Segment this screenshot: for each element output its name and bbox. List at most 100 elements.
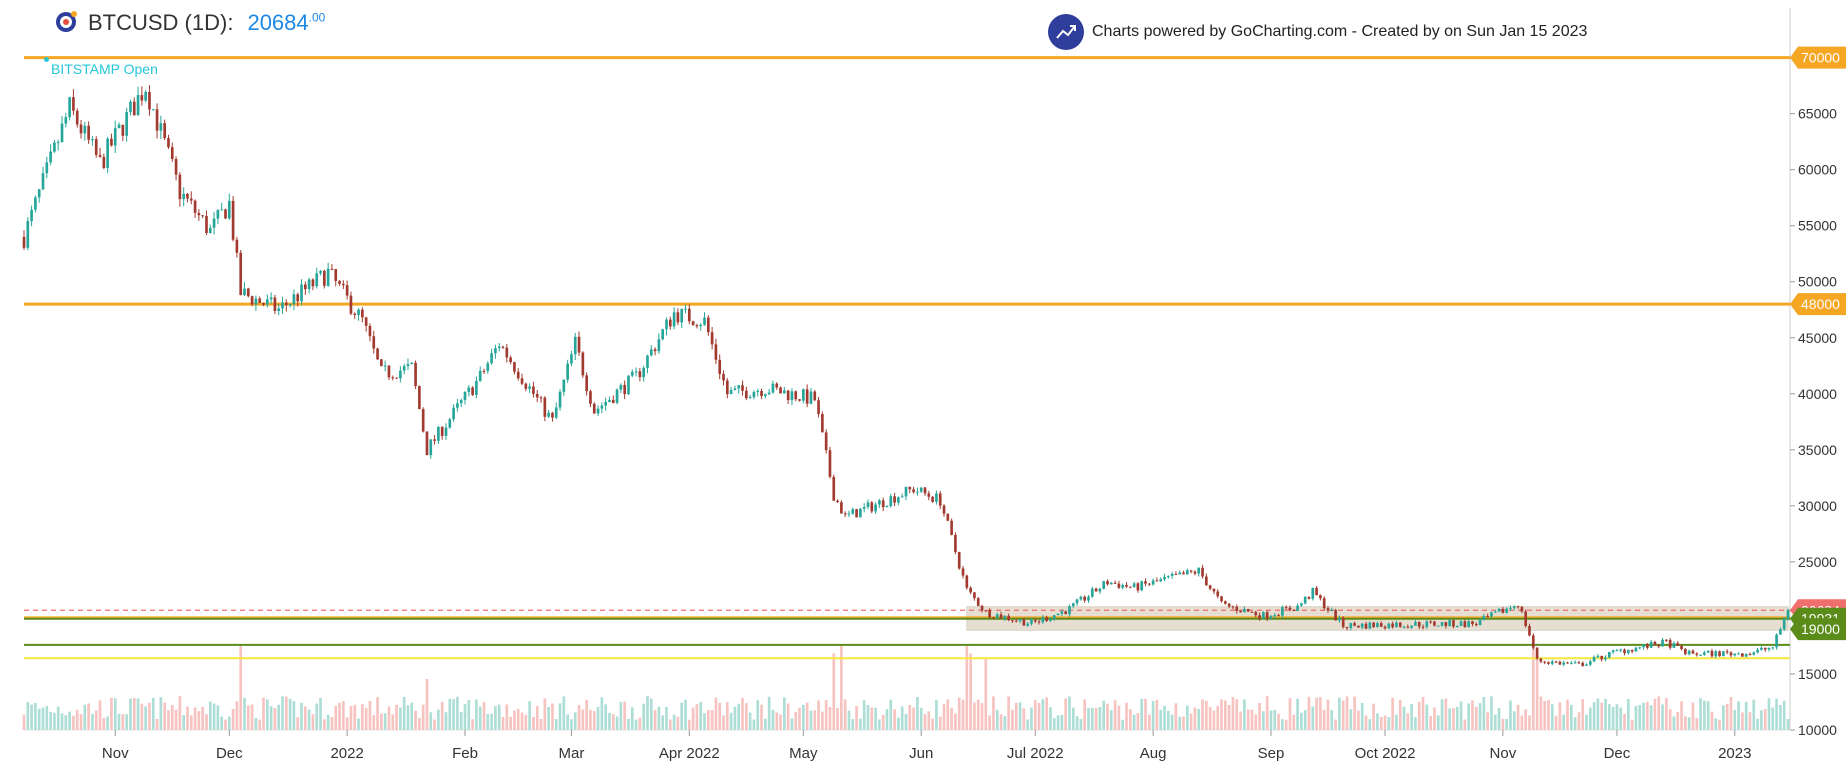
volume-bar	[399, 707, 402, 730]
candle-body	[1018, 619, 1022, 621]
x-tick-label: Feb	[452, 745, 478, 762]
volume-bar	[1695, 717, 1699, 730]
candle-body	[399, 370, 402, 379]
volume-bar	[543, 698, 547, 730]
volume-bar	[1550, 704, 1554, 730]
volume-bar	[1060, 714, 1064, 730]
candle-body	[1258, 615, 1261, 619]
candle-body	[1703, 652, 1706, 655]
volume-bar	[1543, 700, 1547, 730]
candle-body	[478, 370, 482, 381]
candle-body	[437, 426, 440, 441]
volume-bar	[509, 716, 512, 730]
candle-body	[361, 309, 364, 318]
candle-body	[486, 363, 490, 371]
volume-bar	[1406, 713, 1410, 730]
volume-bar	[1748, 712, 1752, 730]
candle-body	[243, 288, 246, 295]
volume-bar	[68, 711, 71, 730]
volume-bar	[258, 719, 262, 730]
volume-bar	[1212, 710, 1216, 730]
volume-bar	[980, 703, 984, 730]
candle-body	[444, 427, 448, 436]
candle-body	[1748, 654, 1752, 656]
volume-bar	[1166, 710, 1170, 730]
volume-bar	[1132, 714, 1136, 730]
trend-up-icon[interactable]	[1048, 14, 1084, 50]
volume-bar	[1596, 698, 1600, 730]
candle-body	[1695, 653, 1699, 655]
candle-body	[881, 500, 885, 508]
volume-bar	[1224, 700, 1227, 730]
volume-bar	[1775, 698, 1778, 730]
indicator-label[interactable]: BITSTAMP Open	[44, 57, 158, 77]
candle-body	[638, 371, 642, 378]
candle-body	[1265, 612, 1269, 619]
volume-bar	[1041, 699, 1045, 730]
volume-bar	[1387, 717, 1391, 730]
candle-body	[1478, 620, 1482, 626]
volume-bar	[163, 702, 166, 730]
candle-body	[1189, 570, 1193, 572]
candle-body	[866, 502, 870, 507]
volume-bar	[140, 703, 144, 730]
candle-body	[110, 138, 113, 146]
candle-body	[490, 353, 493, 364]
volume-bar	[1653, 698, 1657, 730]
volume-bar	[1630, 719, 1634, 730]
volume-bar	[1243, 699, 1246, 730]
volume-bar	[167, 710, 170, 730]
candle-body	[615, 389, 619, 403]
indicator-name: BITSTAMP Open	[51, 61, 158, 77]
candle-body	[37, 189, 41, 198]
volume-bar	[1547, 699, 1550, 730]
volume-bar	[1071, 707, 1075, 730]
volume-bar	[1338, 697, 1341, 730]
volume-bar	[1273, 710, 1277, 730]
candle-body	[376, 348, 379, 360]
volume-bar	[315, 703, 319, 730]
volume-bar	[684, 699, 687, 730]
volume-bar	[1642, 702, 1645, 730]
candle-body	[1224, 601, 1227, 604]
candle-body	[524, 383, 528, 389]
volume-bar	[1376, 713, 1379, 730]
y-tick-label: 55000	[1798, 218, 1837, 234]
volume-bar	[345, 717, 349, 730]
volume-bar	[938, 716, 942, 730]
candle-body	[623, 384, 627, 395]
candle-body	[1741, 653, 1744, 657]
volume-bar	[1410, 704, 1413, 730]
volume-bar	[862, 700, 866, 730]
candle-body	[1775, 634, 1778, 648]
volume-bar	[1292, 714, 1296, 730]
volume-bar	[1144, 698, 1147, 730]
candle-body	[851, 509, 855, 514]
candle-body	[106, 138, 109, 168]
candle-body	[596, 408, 600, 414]
candle-body	[828, 450, 832, 477]
volume-bar	[91, 713, 94, 730]
time-axis[interactable]: Nov Dec 2022 Feb Mar Apr 2022 May Jun Jul 2022 Au…	[102, 730, 1752, 762]
volume-bar	[1744, 701, 1748, 730]
volume-bar	[1509, 700, 1512, 730]
x-tick-label: Nov	[102, 745, 129, 762]
volume-bar	[950, 707, 953, 730]
candle-body	[843, 513, 847, 515]
candle-body	[1132, 583, 1136, 587]
volume-bar	[303, 706, 307, 730]
candle-body	[433, 439, 436, 441]
volume-bar	[1379, 717, 1383, 730]
volume-bar	[37, 708, 41, 730]
volume-bar	[718, 702, 722, 730]
x-tick-label: Jul 2022	[1007, 745, 1064, 762]
volume-bar	[855, 706, 858, 730]
volume-bar	[1003, 716, 1007, 730]
volume-bar	[1767, 698, 1771, 730]
volume-bar	[1741, 712, 1744, 730]
volume-bar	[410, 702, 414, 730]
candle-body	[201, 215, 205, 217]
candle-body	[1725, 651, 1729, 653]
candle-body	[714, 344, 718, 360]
volume-bar	[771, 709, 775, 730]
